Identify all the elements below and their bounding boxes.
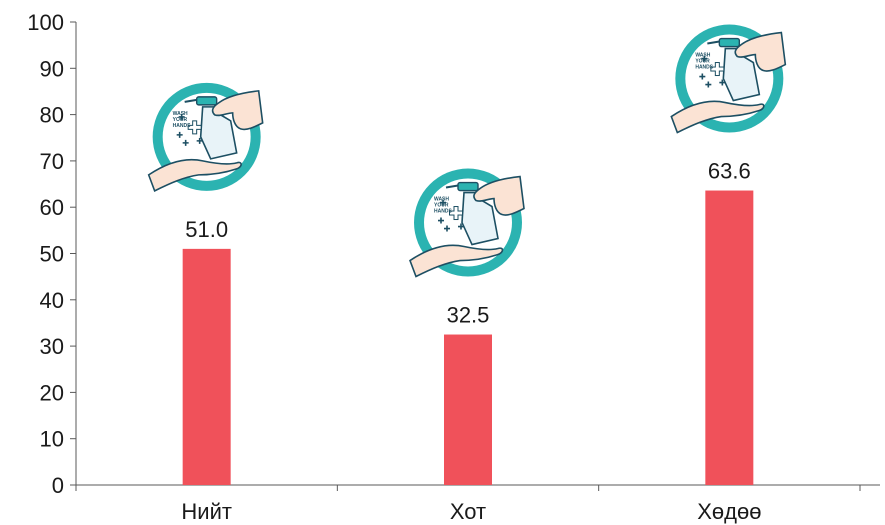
bar <box>444 334 492 485</box>
data-label: 51.0 <box>185 217 228 242</box>
x-tick-label: Хөдөө <box>697 499 761 524</box>
y-tick-label: 30 <box>40 334 64 359</box>
y-tick-label: 40 <box>40 288 64 313</box>
data-label: 32.5 <box>447 303 490 328</box>
y-tick-label: 0 <box>52 473 64 498</box>
y-tick-label: 20 <box>40 380 64 405</box>
hand-wash-icon <box>409 167 525 278</box>
y-axis: 0 10 20 30 40 50 60 70 80 90 100 <box>27 10 77 498</box>
icons <box>147 23 787 278</box>
y-tick-label: 80 <box>40 103 64 128</box>
x-axis: Нийт Хот Хөдөө <box>75 484 880 524</box>
y-tick-label: 100 <box>27 10 64 35</box>
hand-wash-icon <box>147 81 264 192</box>
y-tick-label: 90 <box>40 56 64 81</box>
bar <box>182 248 231 485</box>
y-tick-label: 60 <box>40 195 64 220</box>
x-tick-label: Хот <box>450 499 486 524</box>
y-tick-label: 70 <box>40 149 64 174</box>
hand-wash-icon <box>670 23 787 134</box>
bar <box>705 190 754 486</box>
data-label: 63.6 <box>708 159 751 184</box>
y-tick-label: 50 <box>40 242 64 267</box>
bars <box>182 190 754 486</box>
data-labels: 51.0 32.5 63.6 <box>185 159 750 328</box>
y-tick-label: 10 <box>40 427 64 452</box>
x-tick-label: Нийт <box>181 499 232 524</box>
